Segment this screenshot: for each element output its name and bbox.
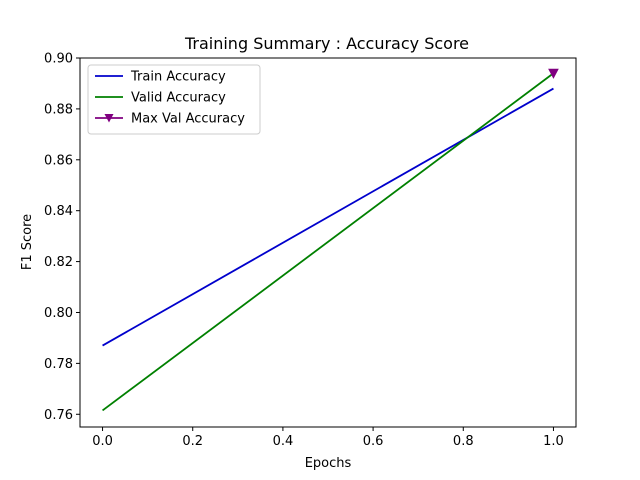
valid-accuracy-line	[102, 72, 554, 412]
y-tick-label: 0.86	[44, 153, 73, 168]
y-tick-label: 0.88	[44, 102, 73, 117]
legend-frame	[87, 64, 261, 135]
x-axis-label: Epochs	[305, 456, 352, 471]
plot-frame	[79, 57, 577, 428]
y-tick-label: 0.84	[44, 204, 73, 219]
y-tick-label: 0.78	[44, 357, 73, 372]
chart-title: Training Summary : Accuracy Score	[184, 34, 469, 53]
legend-label-max-val-accuracy: Max Val Accuracy	[131, 112, 245, 127]
legend-label-train-accuracy: Train Accuracy	[130, 70, 226, 85]
legend: Train Accuracy Valid Accuracy Max Val Accu…	[87, 64, 261, 135]
x-tick-label: 0.8	[453, 434, 474, 449]
y-tick-label: 0.90	[44, 52, 73, 67]
train-accuracy-line	[102, 87, 554, 347]
legend-label-valid-accuracy: Valid Accuracy	[131, 91, 226, 106]
y-tick-label: 0.76	[44, 408, 73, 423]
plot-area: 0.0 0.2 0.4 0.6 0.8 1.0 0.76 0.78 0.80 0.82 0.84 0.…	[44, 52, 577, 449]
x-tick-label: 1.0	[543, 434, 564, 449]
y-axis-label: F1 Score	[20, 214, 35, 270]
max-val-accuracy-marker	[548, 68, 559, 79]
y-tick-label: 0.82	[44, 255, 73, 270]
x-tick-label: 0.4	[273, 434, 294, 449]
legend-marker-max-val-accuracy	[104, 114, 114, 123]
x-tick-label: 0.2	[182, 434, 203, 449]
x-tick-label: 0.0	[92, 434, 113, 449]
y-tick-label: 0.80	[44, 306, 73, 321]
x-tick-label: 0.6	[363, 434, 384, 449]
